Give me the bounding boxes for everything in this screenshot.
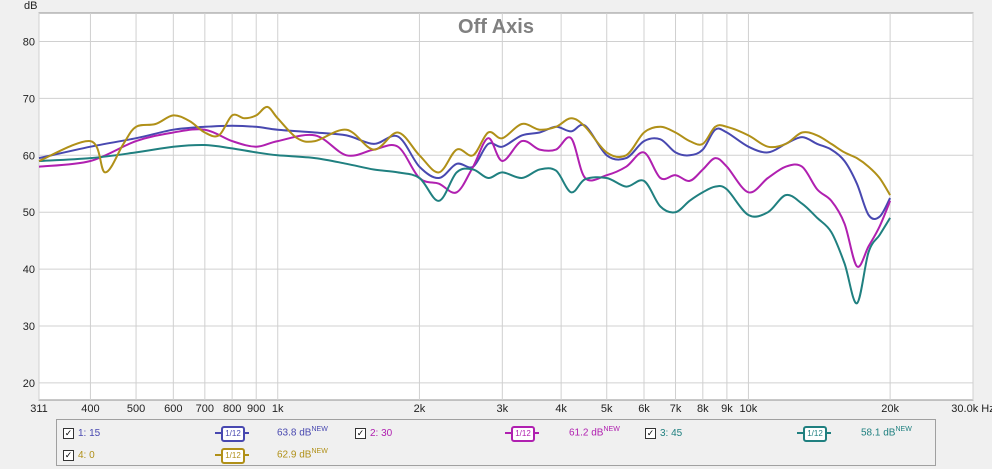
smoothing-button-1[interactable]: 1/12: [215, 425, 249, 442]
grid: [38, 13, 974, 400]
off-axis-chart: 20 30 40 50 60 70 80 311 400 500 600 700 800 900 1k 2k…: [23, 0, 992, 415]
x-tick-label: 400: [81, 403, 99, 415]
checkbox-series-3[interactable]: ✓: [645, 427, 656, 439]
x-tick-label: 9k: [721, 403, 733, 415]
legend-item-2[interactable]: ✓ 2: 30: [355, 424, 392, 442]
x-tick-label: 10k: [740, 403, 758, 415]
x-tick-label: 600: [164, 403, 182, 415]
level-readout-4: 62.9 dBNEW: [277, 448, 328, 461]
chart-title: Off Axis: [458, 16, 534, 38]
x-tick-label: 5k: [601, 403, 613, 415]
x-tick-label: 30.0k Hz: [951, 403, 992, 415]
smoothing-button-3[interactable]: 1/12: [797, 425, 831, 442]
level-readout-2: 61.2 dBNEW: [569, 426, 620, 439]
legend-item-1[interactable]: ✓ 1: 15: [63, 424, 100, 442]
legend-label: 4: 0: [78, 449, 95, 461]
checkbox-series-1[interactable]: ✓: [63, 427, 74, 439]
smoothing-button-4[interactable]: 1/12: [215, 447, 249, 464]
x-tick-label: 500: [127, 403, 145, 415]
x-tick-label: 4k: [555, 403, 567, 415]
x-tick-label: 20k: [881, 403, 899, 415]
x-tick-label: 6k: [638, 403, 650, 415]
series-line-4: [38, 105, 891, 196]
x-tick-label: 700: [196, 403, 214, 415]
series-line-3: [38, 143, 891, 305]
x-tick-label: 7k: [670, 403, 682, 415]
legend-label: 2: 30: [370, 427, 393, 439]
x-tick-label: 311: [30, 403, 48, 415]
y-tick-label: 40: [23, 264, 35, 276]
x-tick-label: 800: [223, 403, 241, 415]
legend: ✓ 1: 15 1/12 63.8 dBNEW ✓ 2: 30 1/12 61.…: [56, 419, 936, 466]
y-tick-label: 70: [23, 93, 35, 105]
x-tick-label: 3k: [497, 403, 509, 415]
legend-item-3[interactable]: ✓ 3: 45: [645, 424, 682, 442]
y-tick-label: 30: [23, 321, 35, 333]
x-tick-label: 8k: [697, 403, 709, 415]
y-axis-label: dB: [24, 0, 37, 12]
series-line-2: [38, 128, 892, 268]
y-tick-labels: 20 30 40 50 60 70 80: [23, 36, 35, 389]
plot-area: [38, 12, 974, 401]
y-tick-label: 60: [23, 150, 35, 162]
x-tick-label: 1k: [272, 403, 284, 415]
x-tick-label: 2k: [414, 403, 426, 415]
level-readout-3: 58.1 dBNEW: [861, 426, 912, 439]
x-tick-label: 900: [247, 403, 265, 415]
legend-label: 3: 45: [660, 427, 683, 439]
y-tick-label: 80: [23, 36, 35, 48]
series-lines: [38, 105, 892, 305]
x-tick-labels: 311 400 500 600 700 800 900 1k 2k 3k 4k 5k 6k 7k 8k 9k 1…: [30, 403, 992, 415]
legend-label: 1: 15: [78, 427, 101, 439]
checkbox-series-2[interactable]: ✓: [355, 427, 366, 439]
smoothing-button-2[interactable]: 1/12: [505, 425, 539, 442]
legend-item-4[interactable]: ✓ 4: 0: [63, 446, 95, 464]
y-tick-label: 20: [23, 378, 35, 390]
checkbox-series-4[interactable]: ✓: [63, 449, 74, 461]
y-tick-label: 50: [23, 207, 35, 219]
series-line-1: [38, 123, 891, 220]
level-readout-1: 63.8 dBNEW: [277, 426, 328, 439]
